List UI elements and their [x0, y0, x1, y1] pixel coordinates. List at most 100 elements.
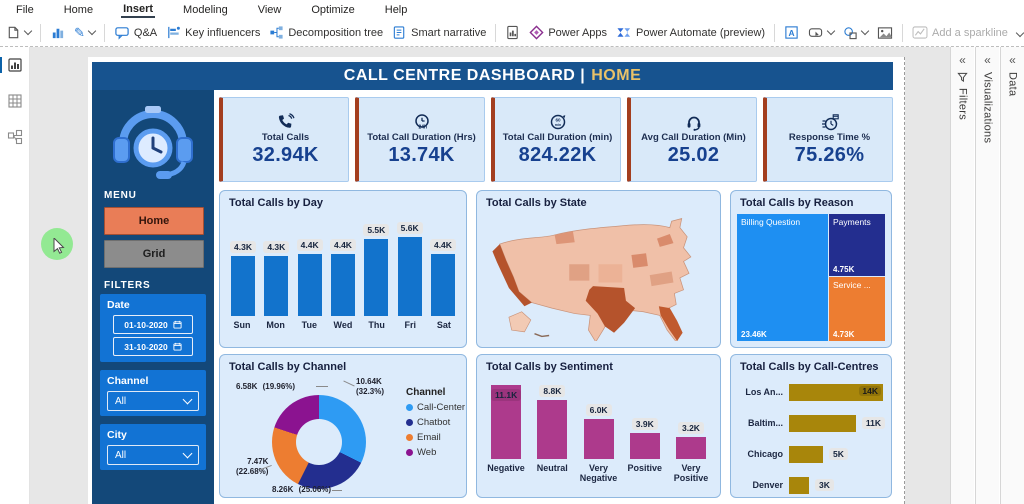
- treemap-cell-billing[interactable]: Billing Question 23.46K: [737, 214, 828, 341]
- date-from-input[interactable]: 01-10-2020: [113, 315, 193, 334]
- axis-label: Negative: [487, 463, 525, 473]
- bar[interactable]: [230, 256, 255, 316]
- smart-narrative-icon: [392, 25, 407, 40]
- key-influencers-button[interactable]: Key influencers: [166, 25, 260, 40]
- menu-home[interactable]: Home: [63, 4, 94, 16]
- bar[interactable]: [297, 254, 322, 316]
- qa-icon: [114, 25, 130, 40]
- shapes-button[interactable]: [843, 26, 870, 40]
- smart-narrative-button[interactable]: Smart narrative: [392, 25, 486, 40]
- kpi-total-calls[interactable]: Total Calls 32.94K: [219, 97, 349, 182]
- channel-dropdown[interactable]: All: [107, 391, 199, 411]
- chart-total-calls-by-call-centres[interactable]: Total Calls by Call-Centres Los An... 14…: [730, 354, 892, 498]
- chart-total-calls-by-day[interactable]: Total Calls by Day 4.3K 4.3K 4.4K 4.4K 5…: [219, 190, 467, 348]
- power-apps-button[interactable]: Power Apps: [529, 25, 607, 40]
- paginated-report-button[interactable]: [505, 25, 520, 40]
- power-apps-icon: [529, 25, 544, 40]
- new-page-button[interactable]: [6, 25, 33, 40]
- axis-label: Denver: [752, 480, 783, 490]
- channel-donut[interactable]: [272, 395, 366, 489]
- bar-value-label: 11.1K: [491, 389, 522, 401]
- chart-total-calls-by-sentiment[interactable]: Total Calls by Sentiment 11.1K 8.8K 6.0K…: [476, 354, 721, 498]
- bar[interactable]: [789, 445, 823, 463]
- bar[interactable]: [397, 237, 422, 316]
- model-view-button[interactable]: [0, 129, 29, 145]
- axis-label: Positive: [627, 463, 662, 473]
- data-view-button[interactable]: [0, 93, 29, 109]
- expand-pane-icon[interactable]: «: [1009, 53, 1016, 67]
- chart-total-calls-by-reason[interactable]: Total Calls by Reason Billing Question 2…: [730, 190, 892, 348]
- legend-item[interactable]: Call-Center: [406, 402, 465, 413]
- bar[interactable]: [789, 414, 856, 432]
- chart-total-calls-by-state[interactable]: Total Calls by State: [476, 190, 721, 348]
- kpi-response-time[interactable]: Response Time % 75.26%: [763, 97, 893, 182]
- legend-item[interactable]: Web: [406, 447, 465, 458]
- treemap-cell-service[interactable]: Service ... 4.73K: [829, 277, 885, 341]
- bar-row[interactable]: Denver 3K: [739, 476, 885, 494]
- new-visual-button[interactable]: [50, 25, 65, 40]
- text-box-button[interactable]: A: [784, 25, 799, 40]
- bar-row[interactable]: Baltim... 11K: [739, 414, 885, 432]
- bar-value-label: 8.8K: [539, 385, 566, 397]
- axis-label: Tue: [301, 320, 317, 330]
- city-dropdown-value: All: [115, 449, 127, 461]
- chart-total-calls-by-channel[interactable]: Total Calls by Channel 10.64K (32.3%) 6.…: [219, 354, 467, 498]
- axis-label: Sun: [233, 320, 251, 330]
- bar[interactable]: [789, 476, 809, 494]
- qa-button[interactable]: Q&A: [114, 25, 157, 40]
- menu-optimize[interactable]: Optimize: [311, 4, 355, 16]
- report-view-button[interactable]: [0, 57, 29, 73]
- bar[interactable]: 14K: [789, 383, 883, 401]
- bar[interactable]: [330, 254, 355, 316]
- filter-funnel-icon: [957, 72, 968, 83]
- more-visuals-button[interactable]: ✎: [74, 25, 97, 41]
- bar-row[interactable]: Los An... 14K: [739, 383, 885, 401]
- grid-page-button[interactable]: Grid: [104, 240, 204, 268]
- expand-pane-icon[interactable]: «: [984, 53, 991, 67]
- bar[interactable]: [491, 385, 522, 459]
- kpi-avg-duration[interactable]: Avg Call Duration (Min) 25.02: [627, 97, 757, 182]
- filters-pane-collapsed[interactable]: « Filters: [950, 47, 974, 504]
- kpi-duration-hrs[interactable]: 24h Total Call Duration (Hrs) 13.74K: [355, 97, 485, 182]
- bar-value-label: 4.4K: [296, 239, 323, 251]
- menu-help[interactable]: Help: [384, 4, 408, 16]
- add-sparkline-button[interactable]: Add a sparkline: [912, 26, 1008, 39]
- visualizations-pane-collapsed[interactable]: « Visualizations: [975, 47, 999, 504]
- menu-insert[interactable]: Insert: [121, 1, 156, 18]
- bar[interactable]: [629, 433, 660, 459]
- kpi-value: 824.22K: [518, 143, 597, 166]
- legend-dot: [406, 449, 413, 456]
- menu-view[interactable]: View: [257, 4, 282, 16]
- kpi-duration-min[interactable]: 60 min Total Call Duration (min) 824.22K: [491, 97, 621, 182]
- home-page-button[interactable]: Home: [104, 207, 204, 235]
- channel-legend: Channel Call-Center Chatbot Email Web: [406, 387, 465, 462]
- bar[interactable]: [675, 437, 706, 459]
- date-to-input[interactable]: 31-10-2020: [113, 337, 193, 356]
- bar[interactable]: [430, 254, 455, 316]
- us-choropleth-map[interactable]: [484, 213, 713, 341]
- bar[interactable]: [537, 400, 568, 459]
- new-page-icon: [6, 25, 21, 40]
- bar-row[interactable]: Chicago 5K: [739, 445, 885, 463]
- channel-slicer: Channel All: [100, 370, 206, 416]
- menu-file[interactable]: File: [16, 4, 34, 16]
- image-button[interactable]: [877, 26, 893, 40]
- power-automate-button[interactable]: Power Automate (preview): [616, 25, 765, 40]
- axis-label: Chicago: [747, 449, 783, 459]
- expand-pane-icon[interactable]: «: [959, 53, 966, 67]
- bar[interactable]: [364, 239, 389, 316]
- data-view-icon: [7, 94, 22, 108]
- legend-item[interactable]: Chatbot: [406, 417, 465, 428]
- buttons-button[interactable]: [808, 26, 836, 40]
- data-pane-collapsed[interactable]: « Data: [1000, 47, 1024, 504]
- city-dropdown[interactable]: All: [107, 445, 199, 465]
- bar[interactable]: [583, 419, 614, 459]
- power-automate-icon: [616, 25, 632, 40]
- bar[interactable]: [264, 256, 289, 316]
- decomposition-tree-button[interactable]: Decomposition tree: [269, 25, 383, 40]
- menu-modeling[interactable]: Modeling: [183, 4, 228, 16]
- reason-treemap: Billing Question 23.46K Payments 4.75K S…: [737, 214, 885, 341]
- treemap-cell-payments[interactable]: Payments 4.75K: [829, 214, 885, 276]
- ribbon-collapse-button[interactable]: [1015, 27, 1024, 39]
- legend-item[interactable]: Email: [406, 432, 465, 443]
